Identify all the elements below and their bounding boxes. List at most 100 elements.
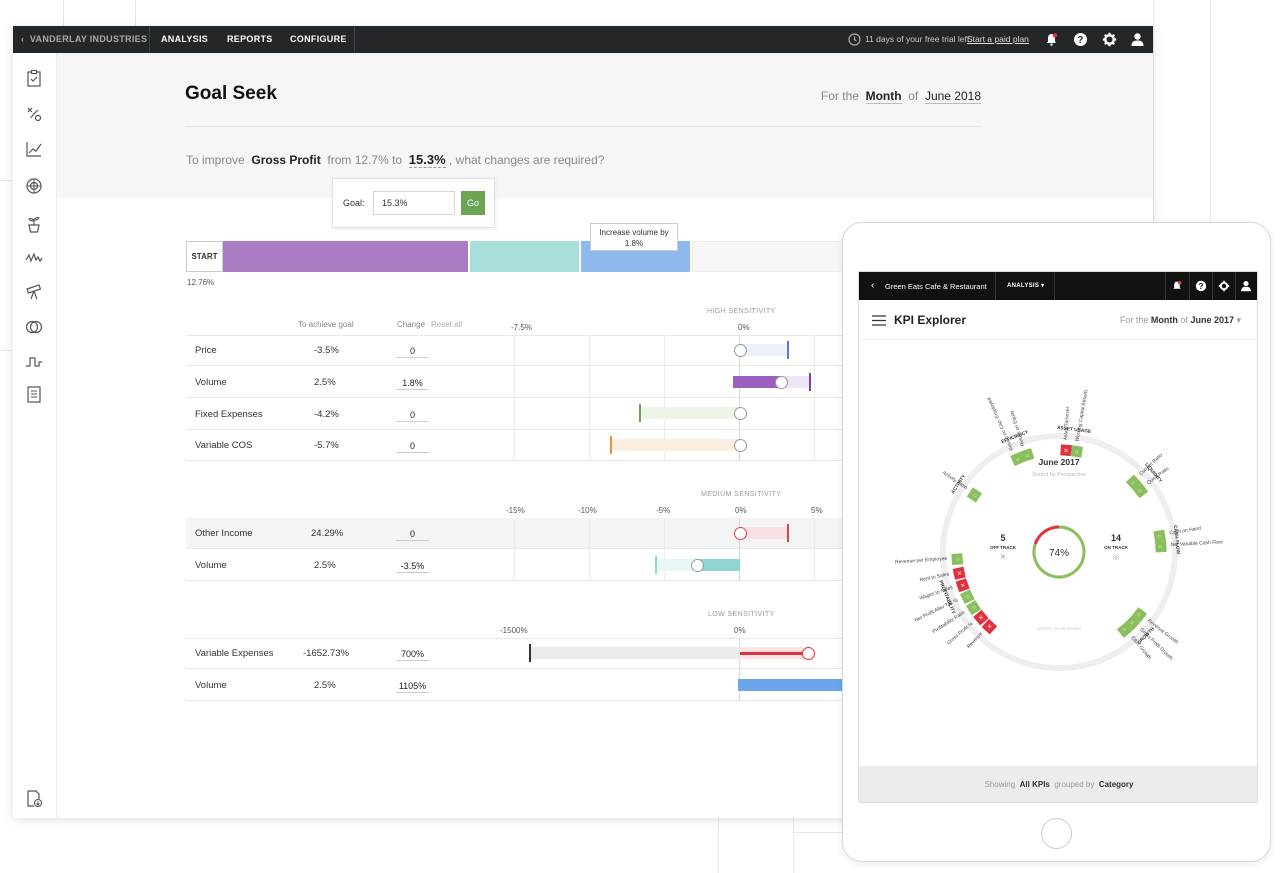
clipboard-check-icon[interactable] — [25, 69, 43, 87]
tablet-nav-analysis[interactable]: ANALYSIS ▾ — [1007, 283, 1045, 289]
low-axis-zero: 0% — [734, 626, 746, 635]
period-selector[interactable]: For the Month of June 2018 — [821, 89, 981, 104]
kpi-tile[interactable]: ✕ — [973, 609, 989, 626]
svg-text:○: ○ — [965, 593, 972, 599]
kpi-tile[interactable]: ✕ — [1060, 444, 1072, 457]
help-icon[interactable]: ? — [1073, 32, 1088, 47]
telescope-icon[interactable] — [25, 283, 43, 301]
off-track-arc — [1033, 525, 1060, 545]
volume-slider-handle[interactable] — [775, 376, 788, 389]
step-signal-icon[interactable] — [25, 353, 43, 371]
kpi-tile[interactable]: ○ — [1155, 540, 1167, 553]
company-name: VANDERLAY INDUSTRIES — [29, 34, 148, 44]
tablet-home-button[interactable] — [1041, 818, 1072, 849]
col-header-change: Change — [397, 320, 426, 329]
nav-configure[interactable]: CONFIGURE — [290, 34, 347, 44]
kpi-tile[interactable]: ○ — [1070, 445, 1084, 458]
row-achieve: -3.5% — [314, 345, 339, 356]
volume-medium-bar-light — [656, 559, 697, 571]
user-profile-icon[interactable] — [1130, 32, 1145, 47]
table-row: Variable Expenses -1652.73% 700% — [186, 638, 846, 669]
row-change-input[interactable]: 1.8% — [396, 378, 429, 390]
waterfall-segment-volume-medium[interactable] — [470, 241, 579, 272]
overlap-circles-icon[interactable] — [25, 318, 43, 336]
settings-gear-icon[interactable] — [1102, 32, 1117, 47]
company-switcher[interactable]: ‹ VANDERLAY INDUSTRIES — [21, 34, 148, 44]
line-chart-icon[interactable] — [25, 140, 43, 158]
row-label: Fixed Expenses — [195, 409, 263, 420]
footer-group-by[interactable]: Category — [1098, 780, 1134, 789]
kpi-tile[interactable]: ○ — [1010, 451, 1025, 467]
center-date: June 2017 — [1038, 457, 1079, 467]
goal-input[interactable] — [373, 191, 455, 215]
export-document-icon[interactable] — [25, 789, 43, 807]
row-change-input[interactable]: 0 — [396, 346, 429, 358]
row-change-input[interactable]: 0 — [396, 410, 429, 422]
price-slider-handle[interactable] — [734, 344, 747, 357]
tablet-help-icon[interactable]: ? — [1195, 280, 1207, 292]
kpi-tile[interactable]: ✕ — [952, 566, 966, 580]
nav-reports[interactable]: REPORTS — [227, 34, 273, 44]
goal-label: Goal: — [343, 198, 365, 208]
medium-axis-4: 5% — [811, 506, 823, 515]
other-income-slider-handle[interactable] — [734, 527, 747, 540]
off-track-label: OFF TRACK — [990, 545, 1017, 550]
table-row: Fixed Expenses -4.2% 0 — [186, 399, 846, 430]
high-sensitivity-label: HIGH SENSITIVITY — [707, 308, 776, 315]
variable-cos-slider-handle[interactable] — [734, 439, 747, 452]
row-change-input[interactable]: 1105% — [396, 681, 429, 693]
tablet-gear-icon[interactable] — [1218, 280, 1230, 292]
row-change-input[interactable]: -3.5% — [396, 561, 429, 573]
footer-kpi-filter[interactable]: All KPIs — [1019, 780, 1050, 789]
strategy-plays-icon[interactable] — [25, 105, 43, 123]
row-change-input[interactable]: 0 — [396, 441, 429, 453]
row-change-input[interactable]: 700% — [396, 649, 429, 661]
trend-wave-icon[interactable] — [25, 249, 43, 267]
kpi-tile[interactable]: ○ — [966, 487, 983, 503]
price-goal-marker — [787, 341, 789, 359]
start-paid-plan-link[interactable]: Start a paid plan — [967, 34, 1029, 44]
radial-kpi-icon[interactable] — [25, 177, 43, 195]
from-text: from 12.7% to — [327, 153, 403, 167]
center-percentage: 74% — [1049, 548, 1069, 559]
back-chevron-icon[interactable]: ‹ — [871, 280, 875, 291]
kpi-tile[interactable]: ○ — [1153, 529, 1166, 543]
goal-popover: Goal: Go — [332, 178, 495, 228]
variable-expenses-slider-handle[interactable] — [802, 647, 815, 660]
kpi-tile[interactable]: ✕ — [981, 618, 998, 635]
kpi-tile[interactable]: ○ — [965, 599, 982, 616]
page-title: Goal Seek — [185, 83, 277, 104]
tablet-user-icon[interactable] — [1240, 280, 1252, 292]
trial-text: 11 days of your free trial left. — [865, 34, 972, 44]
tablet-period-selector[interactable]: For the Month of June 2017 ▾ — [1119, 315, 1241, 325]
goal-value-toggle[interactable]: 15.3% — [408, 152, 446, 168]
hamburger-menu-icon[interactable] — [872, 315, 886, 326]
plant-growth-icon[interactable] — [25, 215, 43, 233]
period-value-select[interactable]: June 2018 — [924, 89, 981, 104]
kpi-tile[interactable]: ○ — [1116, 622, 1133, 638]
row-label: Variable Expenses — [195, 648, 274, 659]
notification-bell-icon[interactable] — [1044, 32, 1059, 47]
off-track-count: 5 — [1000, 533, 1005, 543]
fixed-expenses-slider-handle[interactable] — [734, 407, 747, 420]
svg-text:○: ○ — [956, 557, 962, 561]
kpi-tile[interactable]: ○ — [1020, 448, 1035, 462]
row-change-input[interactable]: 0 — [396, 529, 429, 541]
kpi-tile[interactable]: ○ — [959, 589, 975, 605]
kpi-tile[interactable]: ○ — [951, 553, 964, 565]
header-divider — [185, 126, 981, 127]
tablet-bell-icon[interactable] — [1171, 280, 1183, 292]
go-button[interactable]: Go — [461, 191, 485, 215]
waterfall-segment-price[interactable] — [223, 241, 468, 272]
svg-text:○: ○ — [1129, 480, 1136, 487]
report-document-icon[interactable] — [25, 385, 43, 403]
volume-medium-slider-handle[interactable] — [691, 559, 704, 572]
tablet-company-name[interactable]: Green Eats Cafe & Restaurant — [885, 282, 987, 291]
reset-all-link[interactable]: Reset all — [431, 320, 463, 329]
svg-text:○: ○ — [1155, 534, 1162, 539]
period-unit-select[interactable]: Month — [865, 89, 902, 104]
kpi-tile[interactable]: ✕ — [955, 578, 970, 593]
nav-analysis[interactable]: ANALYSIS — [161, 34, 209, 44]
metric-select[interactable]: Gross Profit — [251, 153, 321, 167]
kpi-tile[interactable]: ○ — [1132, 482, 1149, 499]
